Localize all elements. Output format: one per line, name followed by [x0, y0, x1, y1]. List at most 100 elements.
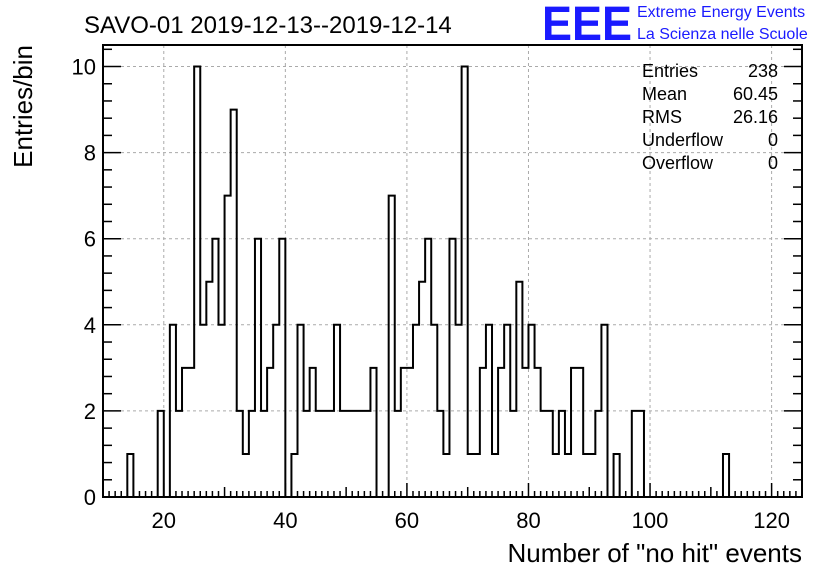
histogram-bin	[595, 411, 601, 497]
stats-value: 0	[768, 153, 778, 173]
histogram-bin	[559, 411, 565, 497]
histogram-bin	[601, 325, 607, 497]
stats-label: Mean	[642, 84, 687, 104]
histogram-bin	[200, 325, 206, 497]
y-tick-labels: 0 2 4 6 8 10	[72, 55, 96, 510]
histogram-bin	[316, 411, 322, 497]
histogram-bin	[334, 325, 340, 497]
stats-value: 26.16	[733, 107, 778, 127]
histogram-bin	[456, 325, 462, 497]
logo: EEE Extreme Energy Events La Scienza nel…	[542, 0, 808, 51]
histogram-bin	[510, 411, 516, 497]
histogram-bin	[547, 411, 553, 497]
y-tick-label: 10	[72, 55, 96, 80]
histogram-bin	[425, 239, 431, 497]
histogram-outline	[103, 65, 802, 498]
x-tick-label: 40	[273, 508, 297, 533]
histogram-bin	[516, 282, 522, 497]
histogram-bin	[328, 411, 334, 497]
histogram-bin	[170, 325, 176, 497]
histogram-bin	[541, 411, 547, 497]
histogram-bin	[322, 411, 328, 497]
histogram-bin	[249, 411, 255, 497]
histogram-bin	[431, 325, 437, 497]
histogram-bin	[212, 239, 218, 497]
stats-label: Underflow	[642, 130, 724, 150]
histogram-bin	[504, 325, 510, 497]
histogram-bin	[176, 411, 182, 497]
logo-letters: EEE	[542, 0, 632, 51]
histogram-bin	[577, 368, 583, 497]
histogram-bin	[437, 411, 443, 497]
x-axis-title: Number of "no hit" events	[508, 538, 803, 568]
y-axis-title: Entries/bin	[8, 45, 38, 168]
histogram-bin	[310, 368, 316, 497]
histogram-bin	[528, 325, 534, 497]
histogram-bin	[486, 325, 492, 497]
histogram-bin	[158, 411, 164, 497]
y-tick-label: 6	[84, 227, 96, 252]
histogram-bin	[462, 67, 468, 497]
histogram-bin	[194, 67, 200, 497]
histogram-bin	[243, 454, 249, 497]
histogram-bin	[583, 454, 589, 497]
histogram-bin	[358, 411, 364, 497]
plot-frame	[102, 44, 803, 498]
histogram-bin	[364, 411, 370, 497]
histogram-bin	[413, 325, 419, 497]
histogram-bin	[474, 454, 480, 497]
histogram-bin	[571, 368, 577, 497]
histogram-bin	[291, 454, 297, 497]
histogram-bin	[632, 411, 638, 497]
histogram-bin	[468, 454, 474, 497]
x-tick-label: 80	[516, 508, 540, 533]
x-tick-label: 20	[152, 508, 176, 533]
y-tick-label: 8	[84, 141, 96, 166]
histogram-bin	[340, 411, 346, 497]
histogram-bin	[614, 454, 620, 497]
histogram-bin	[273, 325, 279, 497]
stats-label: RMS	[642, 107, 682, 127]
histogram-bin	[498, 368, 504, 497]
histogram-bin	[182, 368, 188, 497]
logo-line-1: Extreme Energy Events	[637, 4, 805, 21]
stats-value: 60.45	[733, 84, 778, 104]
histogram-bin	[638, 411, 644, 497]
bins	[127, 67, 729, 497]
histogram-bin	[218, 325, 224, 497]
histogram-bin	[231, 110, 237, 497]
stats-label: Entries	[642, 61, 698, 81]
histogram-bin	[304, 411, 310, 497]
histogram-bin	[407, 368, 413, 497]
histogram-bin	[492, 454, 498, 497]
histogram-bin	[522, 368, 528, 497]
y-tick-label: 2	[84, 399, 96, 424]
histogram-bin	[352, 411, 358, 497]
x-tick-labels: 20 40 60 80 100 120	[152, 508, 790, 533]
chart-title: SAVO-01 2019-12-13--2019-12-14	[84, 12, 452, 39]
histogram-bin	[298, 325, 304, 497]
histogram-bin	[565, 454, 571, 497]
histogram-bin	[279, 239, 285, 497]
histogram-bin	[255, 239, 261, 497]
x-tick-label: 120	[753, 508, 790, 533]
histogram-bin	[225, 196, 231, 497]
histogram-bin	[419, 282, 425, 497]
stats-box: Entries 238 Mean 60.45 RMS 26.16 Underflow 0 Ove…	[642, 61, 778, 173]
stats-value: 238	[748, 61, 778, 81]
y-tick-label: 4	[84, 313, 96, 338]
histogram-bin	[261, 411, 267, 497]
x-tick-label: 100	[632, 508, 669, 533]
stats-value: 0	[768, 130, 778, 150]
histogram-bin	[237, 411, 243, 497]
x-tick-label: 60	[395, 508, 419, 533]
logo-line-2: La Scienza nelle Scuole	[637, 26, 808, 43]
y-tick-label: 0	[84, 485, 96, 510]
histogram-bin	[449, 239, 455, 497]
histogram-bin	[480, 368, 486, 497]
histogram-bin	[346, 411, 352, 497]
histogram-bin	[370, 368, 376, 497]
histogram-bin	[188, 368, 194, 497]
histogram-bin	[395, 411, 401, 497]
